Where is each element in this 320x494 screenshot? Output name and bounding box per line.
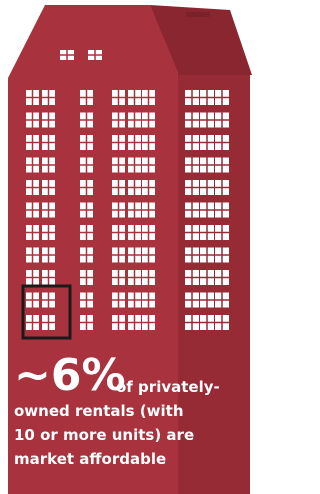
text-line: market affordable xyxy=(14,450,166,468)
page: ~6% of privately- owned rentals (with 10… xyxy=(0,0,320,494)
text-line: 10 or more units) are xyxy=(14,426,194,444)
text-line: owned rentals (with xyxy=(14,402,184,420)
text-line: of privately- xyxy=(116,378,220,396)
chimney xyxy=(188,14,208,56)
chimney-cap xyxy=(186,12,210,17)
headline: ~6% xyxy=(14,350,126,401)
infographic: ~6% of privately- owned rentals (with 10… xyxy=(0,0,257,494)
